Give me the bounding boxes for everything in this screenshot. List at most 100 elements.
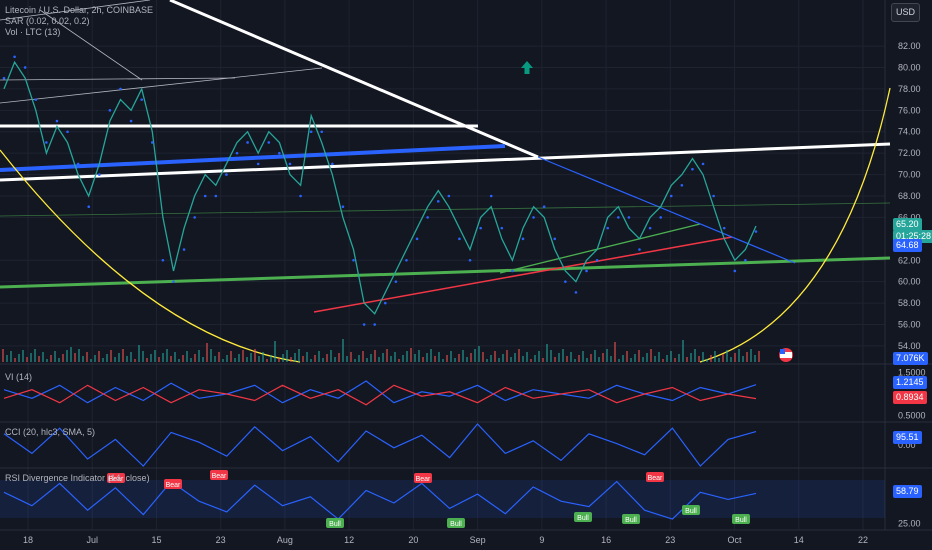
- sar-dot: [246, 141, 249, 144]
- volume-bar: [650, 349, 652, 362]
- volume-bar: [318, 351, 320, 362]
- white-trendline: [169, 0, 539, 159]
- sar-dot: [193, 216, 196, 219]
- volume-bar: [466, 357, 468, 362]
- volume-bar: [294, 353, 296, 362]
- x-tick-label: 14: [794, 535, 804, 545]
- volume-bar: [422, 357, 424, 362]
- volume-bar: [470, 353, 472, 362]
- volume-bar: [662, 359, 664, 362]
- volume-bar: [234, 358, 236, 362]
- volume-bar: [474, 349, 476, 362]
- x-tick-label: 23: [216, 535, 226, 545]
- price-line: [3, 60, 757, 315]
- volume-bar: [286, 350, 288, 362]
- volume-bar: [178, 359, 180, 362]
- main-legend: Litecoin / U.S. Dollar, 2h, COINBASE SAR…: [5, 5, 153, 38]
- sar-dot: [754, 230, 758, 233]
- rsi-band: [0, 480, 885, 518]
- sar-dot: [511, 269, 514, 273]
- volume-bar: [622, 355, 624, 362]
- volume-bar: [266, 359, 268, 362]
- volume-bars: [2, 339, 760, 362]
- volume-bar: [186, 351, 188, 362]
- volume-bar: [534, 355, 536, 362]
- volume-bar: [206, 343, 208, 362]
- volume-bar: [730, 357, 732, 362]
- volume-bar: [750, 349, 752, 362]
- grid-lines: [0, 0, 932, 531]
- vi-plus-badge: 1.2145: [893, 376, 927, 389]
- volume-bar: [210, 349, 212, 362]
- volume-bar: [498, 358, 500, 362]
- vol-legend: Vol · LTC (13): [5, 27, 61, 37]
- volume-bar: [198, 350, 200, 362]
- volume-bar: [250, 353, 252, 362]
- sar-dot: [659, 216, 662, 219]
- volume-bar: [458, 354, 460, 362]
- green-trendline: [499, 223, 701, 274]
- annotation-text: Bull: [577, 515, 589, 522]
- volume-bar: [374, 350, 376, 362]
- sar-dot: [564, 280, 567, 283]
- bull-label: [326, 518, 344, 528]
- red-trendline: [313, 236, 733, 313]
- sar-dot: [722, 226, 726, 230]
- volume-bar: [686, 357, 688, 362]
- sar-dot: [383, 301, 387, 305]
- volume-bar: [542, 358, 544, 362]
- indicator-pane: 0.00: [3, 423, 916, 467]
- sar-dot: [458, 237, 461, 241]
- volume-bar: [410, 348, 412, 362]
- sar-dot: [288, 162, 292, 166]
- blue-trendline: [0, 144, 506, 172]
- currency-button[interactable]: USD: [891, 3, 920, 22]
- sar-dot: [267, 141, 271, 144]
- sar-dot: [648, 226, 652, 230]
- bull-label: [732, 514, 750, 524]
- sar-dot: [352, 258, 355, 262]
- sar-dot: [712, 194, 715, 198]
- sar-dot: [331, 162, 334, 166]
- volume-bar: [478, 346, 480, 362]
- volume-bar: [690, 353, 692, 362]
- sar-value-badge: 64.68: [893, 239, 922, 252]
- volume-bar: [386, 349, 388, 362]
- sar-dot: [468, 258, 472, 262]
- sar-dot: [638, 248, 641, 251]
- x-tick-label: 16: [601, 535, 611, 545]
- volume-bar: [366, 358, 368, 362]
- volume-bar: [346, 356, 348, 362]
- sar-dot: [55, 119, 59, 123]
- x-tick-label: 12: [344, 535, 354, 545]
- x-tick-label: Oct: [728, 535, 743, 545]
- sar-dot: [203, 194, 207, 198]
- sar-dot: [627, 216, 631, 219]
- annotation-text: Bull: [450, 521, 462, 528]
- volume-bar: [482, 352, 484, 362]
- y-tick-label: 70.00: [898, 170, 921, 180]
- vi-minus-badge: 0.8934: [893, 391, 927, 404]
- indicator-tick-label: 1.5000: [898, 367, 926, 377]
- volume-bar: [490, 355, 492, 362]
- sar-dot: [680, 183, 684, 187]
- volume-bar: [570, 352, 572, 362]
- volume-bar: [302, 356, 304, 362]
- volume-bar: [262, 352, 264, 362]
- volume-bar: [434, 356, 436, 362]
- y-tick-label: 66.00: [898, 212, 921, 222]
- volume-bar: [310, 359, 312, 362]
- green-trendline: [0, 202, 891, 217]
- volume-bar: [46, 359, 48, 362]
- volume-bar: [342, 339, 344, 362]
- volume-bar: [526, 352, 528, 362]
- sar-dot: [299, 194, 302, 198]
- volume-bar: [26, 357, 28, 362]
- y-tick-label: 80.00: [898, 62, 921, 72]
- trendlines: [0, 0, 891, 363]
- sar-dot: [341, 205, 345, 209]
- volume-bar: [562, 349, 564, 362]
- volume-bar: [714, 351, 716, 362]
- volume-bar: [166, 349, 168, 362]
